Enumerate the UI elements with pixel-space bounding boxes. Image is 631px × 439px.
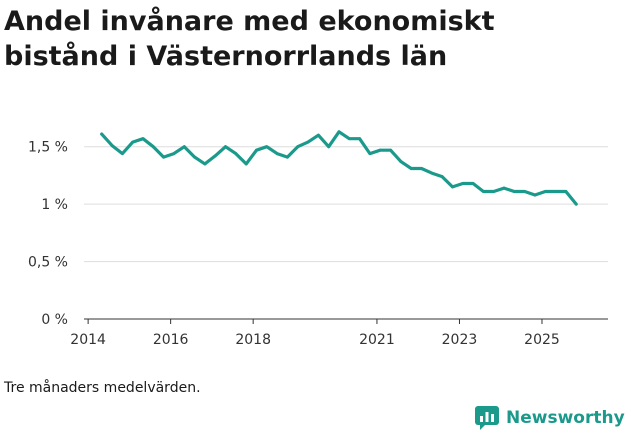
data-point (213, 154, 217, 158)
data-point (492, 190, 496, 193)
data-point (141, 137, 145, 141)
data-point (162, 155, 166, 159)
gridlines (84, 146, 608, 263)
data-point (440, 175, 444, 178)
data-point (265, 145, 269, 149)
series-layer (100, 130, 578, 206)
data-point (543, 190, 547, 193)
data-point (172, 152, 176, 156)
data-point (368, 152, 372, 156)
x-tick-label: 2018 (235, 332, 271, 348)
y-axis-tick-labels: 0 % 0,5 % 1 % 1,5 % (28, 140, 68, 328)
data-point (316, 133, 320, 137)
x-tick-label: 2016 (153, 332, 189, 348)
x-tick-label: 2025 (524, 332, 560, 348)
data-point (151, 145, 155, 149)
data-point (533, 193, 537, 197)
data-point (286, 155, 289, 159)
x-tick-label: 2021 (359, 332, 395, 348)
data-point (389, 148, 392, 152)
x-axis (84, 318, 608, 324)
data-point (120, 152, 124, 156)
x-tick-label: 2023 (442, 332, 478, 348)
y-tick-label: 0 % (41, 312, 68, 328)
data-point (244, 162, 248, 166)
data-point (110, 144, 114, 147)
data-point (523, 190, 527, 193)
newsworthy-logo-icon (475, 406, 499, 430)
data-point (358, 137, 362, 141)
data-point (100, 132, 104, 136)
brand-logo: Newsworthy (474, 405, 625, 431)
data-point (347, 137, 351, 141)
series-line-0 (100, 130, 578, 206)
data-point (574, 202, 578, 206)
data-point (224, 145, 227, 149)
data-point (471, 182, 475, 185)
data-point (275, 152, 279, 156)
data-point (399, 160, 403, 164)
data-point (337, 130, 341, 134)
x-axis-tick-labels: 2014 2016 2018 2021 2023 2025 (70, 332, 559, 348)
data-point (451, 185, 454, 189)
data-point (378, 148, 382, 152)
data-point (564, 190, 568, 193)
data-point (131, 140, 135, 144)
data-point (182, 145, 186, 149)
data-point (255, 148, 258, 152)
x-tick-label: 2014 (70, 332, 106, 348)
data-point (481, 190, 485, 193)
data-point (409, 167, 413, 170)
y-tick-label: 1 % (41, 197, 68, 213)
data-point (554, 190, 557, 193)
data-point (296, 145, 300, 149)
data-point (512, 190, 516, 193)
data-point (461, 182, 465, 185)
data-point (306, 140, 310, 144)
data-point (430, 171, 434, 175)
data-point (327, 145, 331, 149)
brand-name: Newsworthy (506, 408, 625, 428)
data-point (234, 152, 238, 156)
chart-title: Andel invånare med ekonomiskt bistånd i … (4, 6, 495, 72)
data-point (502, 186, 506, 190)
data-point (193, 155, 196, 159)
y-tick-label: 1,5 % (28, 140, 68, 156)
data-point (420, 167, 423, 170)
data-point (203, 162, 207, 166)
chart-note: Tre månaders medelvärden. (4, 380, 201, 396)
y-tick-label: 0,5 % (28, 255, 68, 271)
